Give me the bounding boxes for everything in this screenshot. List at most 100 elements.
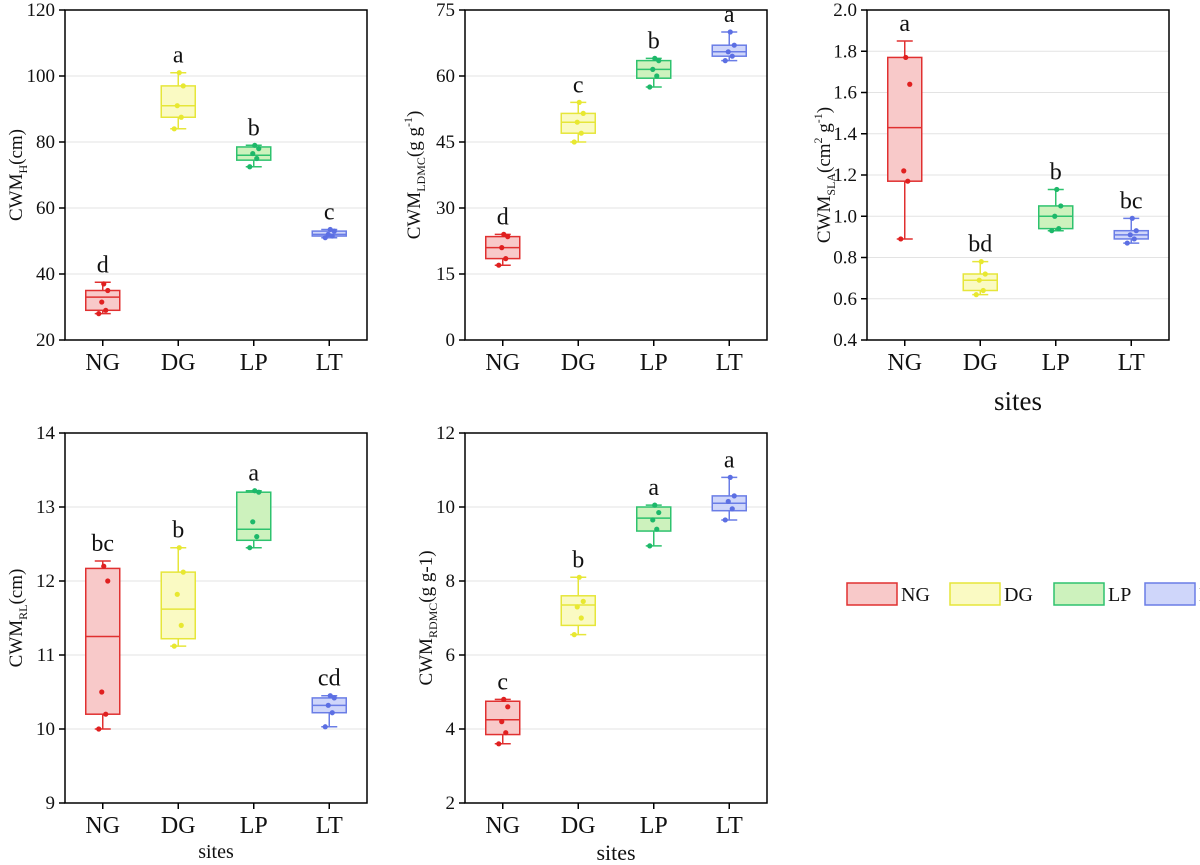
significance-letter: b [172,518,184,544]
box-lt: a [711,2,747,64]
data-point [580,598,586,604]
data-point [174,103,180,109]
significance-letter: b [572,547,584,573]
data-point [727,474,733,480]
significance-letter: a [724,2,735,28]
data-point [727,29,733,35]
x-tick-label: NG [85,813,120,839]
legend-item-ng: NG [846,582,930,606]
panel-rdmc: 2 4 6 8 10 12 NG DG LP LT c b a a CWMRDMC(g g-1) sites [416,423,768,865]
data-point [1056,226,1062,232]
x-tick-label: LP [240,350,268,376]
data-point [505,234,511,240]
data-point [647,84,653,90]
data-point [578,615,584,621]
data-point [501,231,507,237]
box-lp: a [236,461,272,551]
data-point [647,543,653,549]
significance-letter: a [248,461,259,487]
box-lt: cd [311,666,347,730]
box-dg: bd [962,232,998,298]
data-point [722,58,728,64]
data-point [982,271,988,277]
box-lp: a [636,475,672,549]
box-dg: b [160,518,196,649]
data-point [101,563,107,569]
data-point [578,130,584,136]
y-tick-label: 75 [436,0,455,21]
box-lt: c [311,199,347,241]
legend-item-lp: LP [1053,582,1131,606]
plot-frame [64,432,368,804]
data-point [1133,228,1139,234]
data-point [1127,232,1133,238]
box-iqr [236,491,272,542]
data-point [503,256,509,262]
panel-h: 20 40 60 80 100 120 NG DG LP LT d a b c CWMH(cm) [6,0,368,376]
data-point [99,299,105,305]
x-tick-label: LP [240,813,268,839]
panel-sla: 0.4 0.6 0.8 1.0 1.2 1.4 1.6 1.8 2.0 NG DG LP LT a bd b b… [811,0,1170,416]
data-point [105,578,111,584]
significance-letter: d [97,252,109,278]
legend-label: DG [1004,584,1033,606]
data-point [574,119,580,125]
data-point [725,49,731,55]
x-tick-label: LP [1042,350,1070,376]
box-iqr [485,700,521,736]
data-point [174,591,180,597]
box-ng: d [485,204,521,268]
y-tick-label: 0 [446,330,456,351]
y-tick-label: 1.8 [833,41,857,62]
x-tick-label: LP [640,350,668,376]
data-point [574,604,580,610]
box-ng: c [485,669,521,747]
data-point [907,81,913,87]
data-point [571,139,577,145]
box-lp: b [636,28,672,90]
box-lt: bc [1113,188,1149,246]
y-tick-label: 1.2 [833,165,857,186]
y-tick-label: 12 [36,571,55,592]
data-point [505,704,511,710]
data-point [725,498,731,505]
legend-item-dg: DG [949,582,1033,606]
y-tick-label: 0.8 [833,248,857,269]
data-point [499,719,505,725]
data-point [256,489,262,495]
significance-letter: c [573,72,584,98]
data-point [256,146,262,152]
data-point [722,517,728,523]
y-tick-label: 30 [436,198,455,219]
data-point [103,307,109,313]
x-axis-label: sites [198,841,234,863]
data-point [171,643,177,649]
x-tick-label: LT [316,350,343,376]
data-point [496,262,502,268]
legend-label: NG [901,584,930,606]
y-axis-label: CWMRDMC(g g-1) [416,550,440,685]
data-point [729,53,735,59]
data-point [729,506,735,512]
y-tick-label: 40 [36,264,55,285]
data-point [656,509,662,516]
data-point [731,42,737,48]
y-tick-label: 13 [36,497,55,518]
significance-letter: cd [318,666,341,692]
plot-frame [464,9,768,341]
data-point [652,502,658,508]
data-point [176,70,182,76]
data-point [656,58,662,64]
data-point [973,292,979,298]
legend: NG DG LP LT [846,582,1200,606]
data-point [96,726,102,732]
data-point [327,226,333,233]
data-point [329,710,335,716]
box-iqr [160,85,196,119]
y-axis-label: CWMSLA(cm2 g-1) [811,107,838,243]
box-iqr [887,56,923,182]
data-point [180,83,186,89]
data-point [650,66,656,72]
y-tick-label: 15 [436,264,455,285]
y-tick-label: 11 [37,645,55,666]
